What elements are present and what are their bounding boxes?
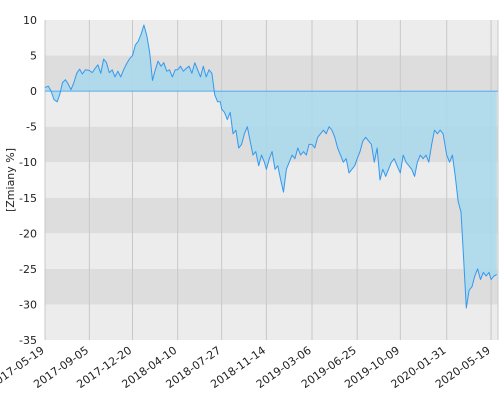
plot-band (45, 197, 498, 234)
y-tick-label: -10 (19, 156, 37, 169)
y-tick-label: -5 (26, 121, 37, 134)
plot-band (45, 233, 498, 269)
series-area-fill (45, 25, 497, 308)
x-axis-ticks: 2017-05-192017-09-052017-12-202018-04-10… (0, 344, 493, 391)
series-line (44, 24, 498, 309)
y-tick-label: -20 (19, 227, 37, 240)
y-axis-label: [Zmiany %] (4, 148, 17, 212)
plot-band (45, 268, 498, 305)
y-tick-label: 5 (30, 50, 37, 63)
y-tick-label: -35 (19, 334, 37, 347)
plot-band (45, 20, 498, 56)
plot-band (45, 304, 498, 340)
y-tick-label: 10 (23, 14, 37, 27)
y-tick-label: -30 (19, 298, 37, 311)
plot-band (45, 162, 498, 198)
y-axis-ticks: 10 5 0 -5 -10 -15 -20 -25 -30 -35 (19, 14, 37, 347)
y-tick-label: 0 (30, 85, 37, 98)
y-tick-label: -25 (19, 263, 37, 276)
y-tick-label: -15 (19, 192, 37, 205)
plot-background-bands (45, 20, 498, 340)
